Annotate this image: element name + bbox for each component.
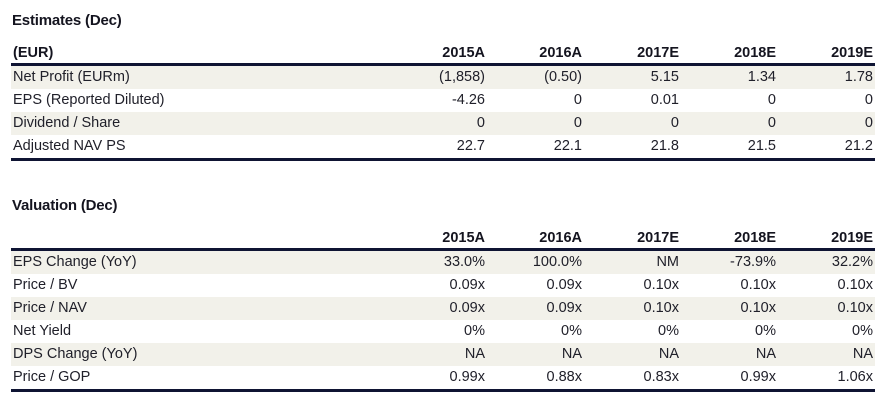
cell-value: 0% <box>755 323 776 339</box>
estimates-section-title: Estimates (Dec) <box>12 12 122 29</box>
row-label: Price / BV <box>13 277 78 293</box>
cell-value: 1.06x <box>778 366 875 392</box>
cell-value: 0% <box>561 323 582 339</box>
table-row-net-yield: Net Yield 0% 0% 0% 0% 0% <box>11 320 875 343</box>
table-row-dps-change: DPS Change (YoY) NA NA NA NA NA <box>11 343 875 366</box>
cell-value: 0.99x <box>390 366 487 392</box>
table-row-eps: EPS (Reported Diluted) -4.26 0 0.01 0 0 <box>11 89 875 112</box>
column-header-2015a: 2015A <box>390 40 487 66</box>
cell-value: 0.09x <box>546 277 582 293</box>
cell-value: 32.2% <box>778 249 875 274</box>
unit-label <box>11 225 390 251</box>
cell-value: 0.10x <box>778 297 875 320</box>
report-tables-panel: Estimates (Dec) (EUR) 2015A 2016A 2017E … <box>11 12 875 392</box>
table-row-price-nav: Price / NAV 0.09x 0.09x 0.10x 0.10x 0.10… <box>11 297 875 320</box>
cell-value: 0 <box>573 92 582 108</box>
row-label: EPS (Reported Diluted) <box>13 92 165 108</box>
valuation-table: 2015A 2016A 2017E 2018E 2019E EPS Change… <box>11 225 875 392</box>
cell-value: (1,858) <box>390 64 487 89</box>
row-label: Price / GOP <box>11 366 390 392</box>
cell-value: (0.50) <box>487 64 584 89</box>
cell-value: 0.10x <box>643 277 679 293</box>
cell-value: 0.10x <box>584 297 681 320</box>
row-label: DPS Change (YoY) <box>11 343 390 366</box>
row-label: Net Yield <box>13 323 72 339</box>
cell-value: 0.09x <box>390 297 487 320</box>
valuation-header-row: 2015A 2016A 2017E 2018E 2019E <box>11 225 875 251</box>
cell-value: 0 <box>864 92 873 108</box>
column-header-2019e: 2019E <box>778 40 875 66</box>
cell-value: 5.15 <box>584 64 681 89</box>
row-label: Adjusted NAV PS <box>11 135 390 161</box>
column-header-2016a: 2016A <box>487 225 584 251</box>
cell-value: -73.9% <box>681 249 778 274</box>
cell-value: 0.10x <box>837 277 873 293</box>
column-header-2016a: 2016A <box>487 40 584 66</box>
cell-value: 0.10x <box>740 277 776 293</box>
table-row-dividend: Dividend / Share 0 0 0 0 0 <box>11 112 875 135</box>
cell-value: NM <box>584 249 681 274</box>
valuation-section: Valuation (Dec) 2015A 2016A 2017E 2018E … <box>11 197 875 392</box>
cell-value: 33.0% <box>390 249 487 274</box>
table-row-eps-change: EPS Change (YoY) 33.0% 100.0% NM -73.9% … <box>11 249 875 274</box>
table-row-price-bv: Price / BV 0.09x 0.09x 0.10x 0.10x 0.10x <box>11 274 875 297</box>
cell-value: 0 <box>390 112 487 135</box>
cell-value: 0% <box>852 323 873 339</box>
row-label: Dividend / Share <box>11 112 390 135</box>
cell-value: 0 <box>778 112 875 135</box>
column-header-2017e: 2017E <box>584 40 681 66</box>
cell-value: 0.88x <box>487 366 584 392</box>
cell-value: 0 <box>584 112 681 135</box>
cell-value: 0.01 <box>650 92 679 108</box>
cell-value: 0% <box>658 323 679 339</box>
cell-value: 0 <box>767 92 776 108</box>
row-label: Net Profit (EURm) <box>11 64 390 89</box>
table-row-net-profit: Net Profit (EURm) (1,858) (0.50) 5.15 1.… <box>11 64 875 89</box>
cell-value: 1.34 <box>681 64 778 89</box>
table-row-adjusted-nav: Adjusted NAV PS 22.7 22.1 21.8 21.5 21.2 <box>11 135 875 161</box>
column-header-2015a: 2015A <box>390 225 487 251</box>
estimates-table: (EUR) 2015A 2016A 2017E 2018E 2019E Net … <box>11 40 875 161</box>
cell-value: 22.7 <box>390 135 487 161</box>
column-header-2018e: 2018E <box>681 40 778 66</box>
cell-value: NA <box>778 343 875 366</box>
cell-value: 0 <box>681 112 778 135</box>
row-label: Price / NAV <box>11 297 390 320</box>
cell-value: NA <box>487 343 584 366</box>
cell-value: 21.2 <box>778 135 875 161</box>
cell-value: NA <box>584 343 681 366</box>
table-row-price-gop: Price / GOP 0.99x 0.88x 0.83x 0.99x 1.06… <box>11 366 875 392</box>
column-header-2017e: 2017E <box>584 225 681 251</box>
cell-value: 0.99x <box>681 366 778 392</box>
cell-value: 0.83x <box>584 366 681 392</box>
row-label: EPS Change (YoY) <box>11 249 390 274</box>
cell-value: NA <box>390 343 487 366</box>
cell-value: 0% <box>464 323 485 339</box>
unit-label: (EUR) <box>11 40 390 66</box>
column-header-2018e: 2018E <box>681 225 778 251</box>
cell-value: 0.10x <box>681 297 778 320</box>
valuation-section-title: Valuation (Dec) <box>12 197 118 214</box>
cell-value: 0.09x <box>449 277 485 293</box>
column-header-2019e: 2019E <box>778 225 875 251</box>
cell-value: 21.5 <box>681 135 778 161</box>
cell-value: 1.78 <box>778 64 875 89</box>
cell-value: -4.26 <box>451 92 485 108</box>
cell-value: 0.09x <box>487 297 584 320</box>
cell-value: 100.0% <box>487 249 584 274</box>
cell-value: 0 <box>487 112 584 135</box>
cell-value: 22.1 <box>487 135 584 161</box>
estimates-header-row: (EUR) 2015A 2016A 2017E 2018E 2019E <box>11 40 875 66</box>
cell-value: NA <box>681 343 778 366</box>
estimates-section: Estimates (Dec) (EUR) 2015A 2016A 2017E … <box>11 12 875 161</box>
cell-value: 21.8 <box>584 135 681 161</box>
